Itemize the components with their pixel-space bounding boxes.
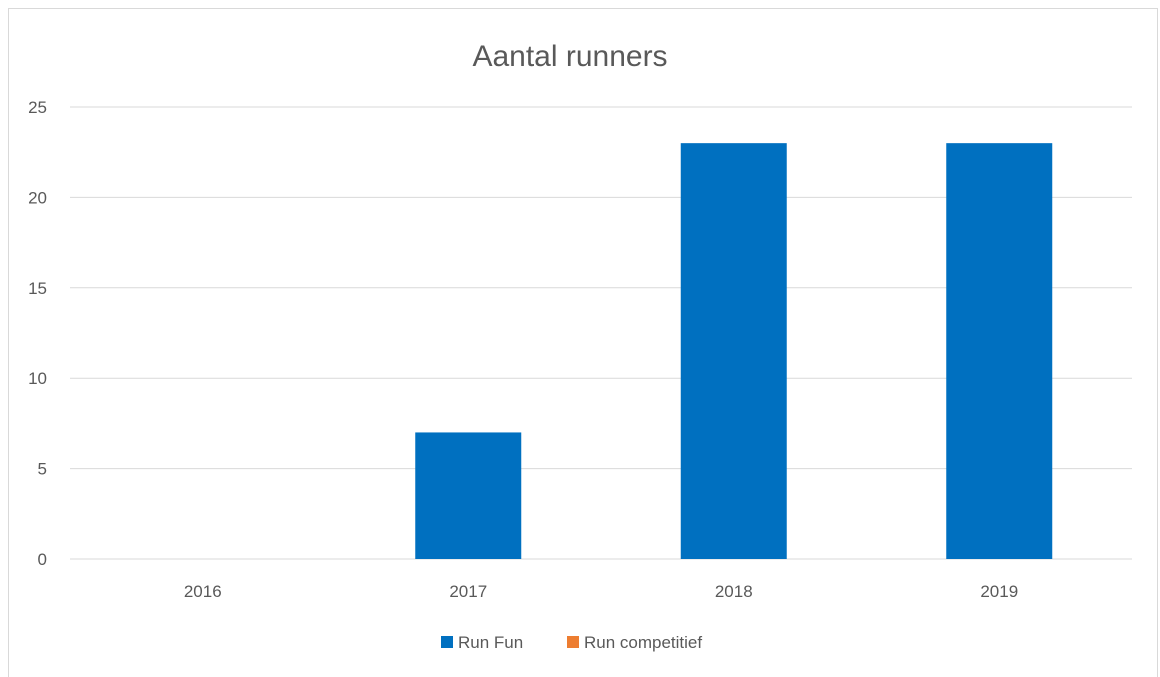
legend-label: Run Fun [458,633,523,652]
x-tick-label: 2018 [715,582,753,601]
x-tick-label: 2016 [184,582,222,601]
y-tick-label: 15 [28,279,47,298]
y-tick-label: 20 [28,188,47,207]
legend-label: Run competitief [584,633,702,652]
y-tick-label: 25 [28,98,47,117]
x-tick-label: 2017 [449,582,487,601]
chart-title: Aantal runners [472,40,667,73]
bar-2018 [680,143,787,559]
y-tick-label: 0 [38,550,47,569]
legend: Run Fun Run competitief [441,633,702,652]
y-tick-label: 10 [28,369,47,388]
legend-swatch [441,636,453,648]
bar-2017 [415,432,522,559]
y-axis-ticks: 0 5 10 15 20 25 [28,98,47,569]
bars [415,143,1053,559]
y-tick-label: 5 [38,460,47,479]
x-axis-ticks: 2016 2017 2018 2019 [184,582,1018,601]
x-tick-label: 2019 [980,582,1018,601]
bar-2019 [946,143,1053,559]
legend-swatch [567,636,579,648]
